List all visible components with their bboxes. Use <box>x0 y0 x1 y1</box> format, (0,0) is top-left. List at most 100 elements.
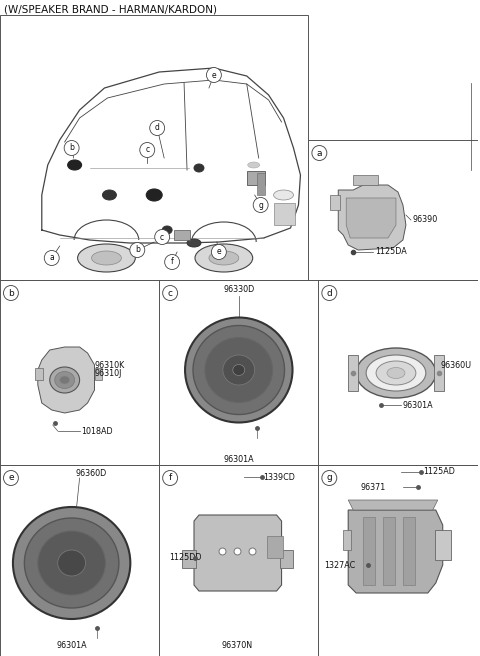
Polygon shape <box>338 185 406 250</box>
Bar <box>348 355 358 391</box>
Ellipse shape <box>50 367 80 393</box>
Bar <box>257 173 264 195</box>
Bar <box>279 550 293 568</box>
Circle shape <box>3 285 18 300</box>
Bar <box>318 465 478 656</box>
Text: 1339CD: 1339CD <box>264 472 296 482</box>
Circle shape <box>3 470 18 485</box>
Bar <box>363 517 375 585</box>
Circle shape <box>130 243 145 258</box>
Ellipse shape <box>205 337 273 403</box>
Text: 96301A: 96301A <box>56 640 87 649</box>
Text: 96310J: 96310J <box>95 369 122 377</box>
Circle shape <box>253 197 268 213</box>
Bar <box>182 550 196 568</box>
Ellipse shape <box>162 226 172 234</box>
Bar <box>318 280 478 465</box>
Text: 96371: 96371 <box>361 483 386 491</box>
Text: 96360U: 96360U <box>441 361 472 369</box>
Polygon shape <box>38 347 95 413</box>
Text: 1125AD: 1125AD <box>423 468 455 476</box>
Circle shape <box>165 255 180 270</box>
Ellipse shape <box>78 244 135 272</box>
Text: a: a <box>317 148 322 157</box>
Bar <box>159 280 318 465</box>
Ellipse shape <box>356 348 436 398</box>
Text: 96390: 96390 <box>413 216 438 224</box>
Circle shape <box>163 470 178 485</box>
Text: f: f <box>168 474 172 483</box>
Text: e: e <box>216 247 221 256</box>
Polygon shape <box>348 510 443 593</box>
Ellipse shape <box>233 365 245 375</box>
Text: 1125DD: 1125DD <box>169 554 202 562</box>
Ellipse shape <box>92 251 121 265</box>
Bar <box>330 195 340 210</box>
Ellipse shape <box>13 507 131 619</box>
Text: b: b <box>69 144 74 152</box>
Polygon shape <box>346 198 396 238</box>
Bar <box>35 368 43 380</box>
Text: (W/SPEAKER BRAND - HARMAN/KARDON): (W/SPEAKER BRAND - HARMAN/KARDON) <box>4 4 217 14</box>
Bar <box>274 203 296 225</box>
Text: 96330D: 96330D <box>223 285 254 295</box>
Ellipse shape <box>102 190 117 200</box>
Ellipse shape <box>24 518 119 608</box>
Text: 96301A: 96301A <box>224 455 254 464</box>
Bar <box>309 140 478 280</box>
Text: g: g <box>326 474 332 483</box>
Text: e: e <box>212 70 216 79</box>
Ellipse shape <box>38 531 106 595</box>
Ellipse shape <box>146 189 162 201</box>
Ellipse shape <box>55 371 74 388</box>
Ellipse shape <box>223 355 255 385</box>
Circle shape <box>44 251 59 266</box>
Bar <box>174 230 190 240</box>
Bar <box>0 280 159 465</box>
Text: 1125DA: 1125DA <box>375 247 407 256</box>
Ellipse shape <box>195 244 252 272</box>
Text: c: c <box>145 146 149 155</box>
Circle shape <box>150 121 165 136</box>
Ellipse shape <box>185 318 292 422</box>
Ellipse shape <box>209 251 239 265</box>
Bar <box>266 536 283 558</box>
Text: 96301A: 96301A <box>403 401 433 409</box>
Text: b: b <box>8 289 14 298</box>
Text: 96370N: 96370N <box>221 640 252 649</box>
Text: c: c <box>160 232 164 241</box>
Ellipse shape <box>193 325 285 415</box>
Circle shape <box>64 140 79 155</box>
Ellipse shape <box>58 550 85 576</box>
Bar <box>0 15 309 280</box>
Text: a: a <box>49 253 54 262</box>
Circle shape <box>322 285 337 300</box>
Circle shape <box>211 245 227 260</box>
Ellipse shape <box>366 355 426 391</box>
Text: 96360D: 96360D <box>76 468 107 478</box>
Polygon shape <box>348 500 438 510</box>
Bar <box>0 465 159 656</box>
Polygon shape <box>194 515 282 591</box>
Ellipse shape <box>248 162 260 168</box>
Circle shape <box>322 470 337 485</box>
Bar <box>95 368 102 380</box>
Circle shape <box>155 230 169 245</box>
Bar <box>247 171 264 185</box>
Bar <box>343 530 351 550</box>
Bar <box>353 175 378 185</box>
Text: b: b <box>135 245 140 255</box>
Bar <box>159 465 318 656</box>
Text: 1018AD: 1018AD <box>82 426 113 436</box>
Text: c: c <box>168 289 173 298</box>
Text: f: f <box>171 258 173 266</box>
Ellipse shape <box>387 367 405 379</box>
Ellipse shape <box>187 239 201 247</box>
Text: d: d <box>155 123 160 133</box>
Text: g: g <box>258 201 263 209</box>
Circle shape <box>206 68 221 83</box>
Bar <box>383 517 395 585</box>
Bar <box>403 517 415 585</box>
Circle shape <box>163 285 178 300</box>
Text: 1327AC: 1327AC <box>324 560 356 569</box>
